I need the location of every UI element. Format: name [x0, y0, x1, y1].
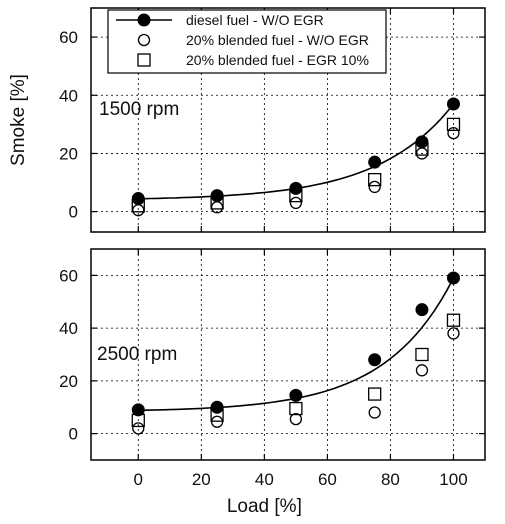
panel-label: 2500 rpm	[97, 344, 177, 365]
legend-marker-filled-circle	[137, 13, 151, 27]
y-tick-label: 40	[59, 86, 78, 105]
data-point-open-circle	[415, 364, 429, 377]
data-point-filled-circle	[289, 181, 303, 195]
data-point-open-square	[210, 408, 224, 422]
data-point-open-square	[446, 117, 461, 132]
plot-frame	[90, 7, 486, 233]
y-tick-label: 0	[69, 425, 78, 444]
panel-1: 0 20 40 60 2500 rpm	[59, 248, 486, 461]
data-point-open-square	[289, 401, 303, 416]
data-point-filled-circle	[415, 135, 429, 149]
data-point-open-square	[415, 347, 429, 362]
data-point-open-circle	[368, 180, 381, 194]
data-point-filled-circle	[289, 388, 303, 402]
data-point-filled-circle	[415, 303, 429, 317]
x-tick-label: 40	[255, 470, 274, 489]
panel-0: 0 20 40 60 1500 rpm	[59, 7, 486, 233]
y-tick-label: 20	[59, 144, 78, 163]
data-point-open-square	[368, 172, 382, 187]
y-tick-label: 40	[59, 319, 78, 338]
data-point-open-circle	[289, 196, 303, 210]
x-tick-label: 0	[134, 470, 143, 489]
x-tick-label: 60	[318, 470, 337, 489]
data-point-open-square	[415, 142, 429, 156]
y-tick-label: 60	[59, 266, 78, 285]
x-tick-label: 20	[192, 470, 211, 489]
data-point-open-circle	[447, 327, 460, 340]
y-tick-label: 60	[59, 28, 78, 47]
y-axis-label: Smoke [%]	[8, 74, 29, 166]
panel-label: 1500 rpm	[99, 99, 179, 120]
data-point-open-circle	[289, 412, 303, 426]
legend-label: diesel fuel - W/O EGR	[186, 12, 324, 28]
data-point-open-square	[210, 196, 224, 210]
data-point-filled-circle	[368, 155, 382, 169]
data-point-open-circle	[368, 406, 381, 419]
data-point-filled-circle	[131, 403, 145, 417]
data-point-open-square	[289, 188, 303, 203]
data-point-filled-circle	[210, 400, 224, 414]
legend-label: 20% blended fuel - EGR 10%	[186, 52, 369, 68]
data-point-open-square	[131, 413, 145, 428]
data-point-filled-circle	[131, 192, 145, 206]
data-point-open-square	[446, 313, 461, 327]
legend: diesel fuel - W/O EGR 20% blended fuel - …	[107, 9, 387, 74]
x-axis-label: Load [%]	[227, 496, 302, 517]
x-tick-label: 100	[439, 470, 467, 489]
data-point-open-circle	[210, 201, 224, 214]
legend-marker-open-circle	[137, 33, 151, 47]
data-point-open-circle	[132, 422, 145, 435]
y-tick-label: 0	[69, 203, 78, 222]
data-point-filled-circle	[446, 97, 460, 111]
y-tick-label: 20	[59, 372, 78, 391]
legend-marker-open-square	[137, 53, 151, 67]
data-point-open-circle	[447, 126, 460, 140]
legend-label: 20% blended fuel - W/O EGR	[186, 32, 369, 48]
x-tick-label: 80	[381, 470, 400, 489]
data-point-filled-circle	[368, 353, 382, 367]
plot-frame	[90, 248, 486, 461]
data-point-filled-circle	[446, 271, 460, 285]
data-point-filled-circle	[210, 189, 224, 203]
data-point-open-square	[368, 387, 382, 401]
data-point-open-square	[131, 199, 145, 213]
